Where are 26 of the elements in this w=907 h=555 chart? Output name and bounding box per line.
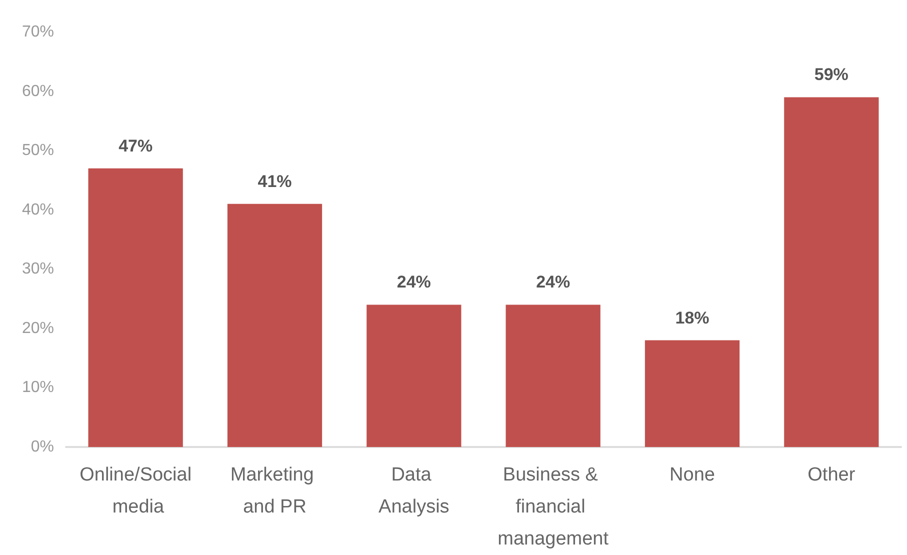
data-label: 59% (814, 65, 848, 84)
y-tick-label: 20% (22, 320, 54, 337)
y-tick-label: 70% (22, 24, 54, 40)
y-tick-label: 40% (22, 201, 54, 218)
bar (227, 204, 322, 447)
bar (506, 304, 600, 447)
y-tick-label: 30% (22, 260, 54, 278)
bar (88, 168, 183, 447)
y-tick-label: 0% (30, 438, 54, 456)
data-label: 18% (675, 308, 710, 328)
data-label: 24% (536, 272, 570, 292)
data-label: 47% (118, 136, 153, 156)
x-tick-label: Other (808, 464, 856, 486)
data-label: 41% (258, 172, 292, 191)
y-tick-label: 50% (22, 142, 54, 160)
bar (644, 340, 740, 447)
y-tick-label: 10% (22, 379, 54, 396)
x-tick-label: Marketing and PR (230, 464, 320, 518)
bar (366, 304, 462, 447)
x-tick-label: None (670, 464, 715, 486)
x-tick-label: Business & financial management (498, 464, 610, 550)
bar (784, 97, 879, 447)
x-tick-label: Data Analysis (378, 464, 450, 518)
x-tick-label: Online/Social media (80, 464, 192, 518)
data-label: 24% (396, 272, 431, 292)
y-tick-label: 60% (22, 82, 54, 100)
